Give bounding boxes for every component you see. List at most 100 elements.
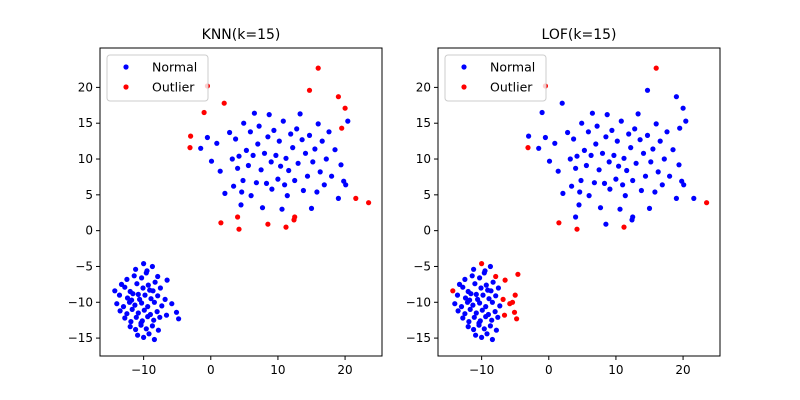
normal-point bbox=[294, 126, 300, 132]
normal-point bbox=[589, 110, 596, 116]
normal-point bbox=[585, 129, 592, 135]
normal-point bbox=[151, 317, 157, 323]
outlier-point bbox=[306, 87, 313, 93]
outlier-point bbox=[201, 109, 207, 116]
outlier-point bbox=[514, 316, 520, 322]
normal-point bbox=[633, 160, 639, 166]
normal-point bbox=[240, 177, 246, 184]
legend-label-outlier: Outlier bbox=[490, 80, 533, 95]
normal-point bbox=[617, 206, 623, 212]
normal-point bbox=[122, 284, 128, 290]
normal-point bbox=[466, 319, 472, 325]
normal-point bbox=[265, 134, 271, 140]
normal-point bbox=[490, 279, 496, 285]
x-tick-label: 10 bbox=[270, 363, 285, 377]
normal-point bbox=[603, 134, 609, 140]
normal-point bbox=[279, 206, 285, 212]
normal-point bbox=[247, 129, 253, 135]
normal-point bbox=[581, 147, 588, 153]
normal-point bbox=[155, 273, 161, 280]
outlier-point bbox=[366, 200, 372, 206]
legend-marker-normal bbox=[123, 64, 129, 70]
normal-point bbox=[458, 304, 465, 310]
legend-label-normal: Normal bbox=[152, 60, 197, 75]
y-tick-label: 0 bbox=[85, 224, 93, 238]
normal-point bbox=[632, 126, 638, 132]
normal-point bbox=[323, 156, 329, 162]
normal-point bbox=[483, 314, 489, 320]
normal-point bbox=[604, 112, 610, 118]
normal-point bbox=[462, 311, 468, 317]
normal-point bbox=[454, 292, 461, 298]
normal-point bbox=[297, 111, 303, 117]
legend: Normal Outlier bbox=[444, 54, 547, 102]
outlier-point bbox=[500, 296, 506, 302]
normal-point bbox=[670, 147, 676, 153]
y-tick-label: −15 bbox=[406, 331, 431, 345]
normal-point bbox=[263, 180, 270, 186]
normal-point bbox=[129, 306, 135, 312]
normal-point bbox=[648, 159, 654, 165]
y-tick-label: −15 bbox=[68, 331, 93, 345]
outlier-point bbox=[621, 224, 627, 230]
axis-ticks: −10 0 10 20 −15 −10 −5 0 5 10 15 20 bbox=[406, 80, 691, 377]
normal-point bbox=[640, 150, 647, 156]
outlier-point bbox=[315, 65, 321, 71]
normal-point bbox=[164, 277, 170, 283]
normal-point bbox=[455, 308, 461, 314]
normal-point bbox=[149, 323, 155, 329]
normal-point bbox=[163, 312, 170, 318]
normal-point bbox=[569, 183, 575, 189]
x-tick-label: 0 bbox=[207, 363, 215, 377]
normal-point bbox=[479, 334, 485, 340]
normal-point bbox=[124, 311, 130, 317]
legend-marker-normal bbox=[461, 64, 467, 70]
normal-point bbox=[284, 193, 290, 199]
normal-point bbox=[573, 165, 579, 171]
normal-point bbox=[233, 136, 239, 142]
outlier-point bbox=[512, 292, 518, 298]
normal-point bbox=[673, 94, 680, 100]
normal-point bbox=[255, 141, 261, 147]
normal-point bbox=[603, 221, 609, 227]
normal-point bbox=[299, 137, 305, 143]
normal-point bbox=[157, 314, 163, 320]
normal-point bbox=[124, 295, 131, 301]
normal-point bbox=[473, 291, 479, 297]
x-tick-label: −10 bbox=[469, 363, 494, 377]
outlier-point bbox=[525, 145, 531, 151]
normal-point bbox=[155, 293, 161, 299]
panel-knn: KNN(k=15) −10 0 10 20 −15 −10 −5 0 5 10 15 20 Norma… bbox=[68, 27, 383, 377]
normal-point bbox=[609, 127, 615, 133]
normal-point bbox=[261, 150, 268, 156]
normal-point bbox=[628, 145, 634, 151]
normal-point bbox=[155, 327, 161, 333]
normal-point bbox=[676, 162, 682, 168]
normal-point bbox=[243, 147, 249, 153]
normal-point bbox=[539, 109, 545, 116]
normal-point bbox=[135, 332, 141, 338]
normal-point bbox=[542, 134, 549, 141]
outlier-point bbox=[501, 312, 508, 318]
normal-point bbox=[594, 123, 600, 129]
normal-point bbox=[236, 153, 242, 159]
normal-point bbox=[577, 189, 583, 195]
normal-point bbox=[134, 281, 140, 287]
normal-point bbox=[626, 131, 632, 137]
normal-point bbox=[343, 182, 349, 188]
normal-point bbox=[596, 167, 602, 173]
outlier-point bbox=[235, 214, 241, 220]
legend-label-normal: Normal bbox=[490, 60, 535, 75]
normal-point bbox=[497, 303, 503, 309]
normal-point bbox=[618, 118, 624, 124]
normal-point bbox=[481, 326, 487, 332]
outlier-point bbox=[493, 273, 499, 280]
normal-point bbox=[472, 281, 478, 287]
normal-point bbox=[483, 304, 489, 310]
normal-point bbox=[576, 202, 582, 208]
normal-point bbox=[176, 316, 182, 322]
normal-point bbox=[251, 110, 257, 116]
normal-point bbox=[607, 186, 613, 192]
normal-point bbox=[214, 140, 220, 146]
